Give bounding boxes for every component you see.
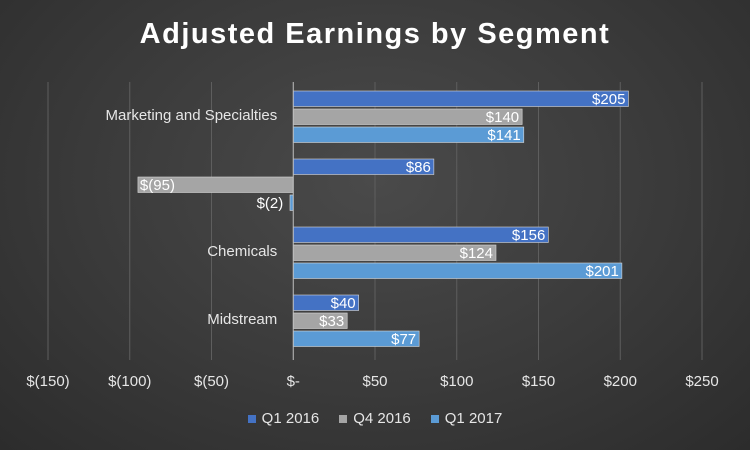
x-tick-label: $- xyxy=(287,373,300,390)
data-label: $205 xyxy=(592,91,625,108)
legend-label: Q4 2016 xyxy=(353,410,411,427)
data-label: $86 xyxy=(406,159,431,176)
data-label: $(95) xyxy=(140,177,175,194)
chart-legend: Q1 2016 Q4 2016 Q1 2017 xyxy=(0,410,750,427)
data-label: $40 xyxy=(331,295,356,312)
data-label: $141 xyxy=(487,127,520,144)
data-label: $(2) xyxy=(257,195,284,212)
x-tick-label: $(150) xyxy=(26,373,69,390)
x-tick-label: $50 xyxy=(362,373,387,390)
x-tick-label: $100 xyxy=(440,373,473,390)
data-label: $201 xyxy=(586,263,619,280)
legend-swatch xyxy=(430,414,439,423)
x-tick-label: $200 xyxy=(604,373,637,390)
data-label: $140 xyxy=(486,109,519,126)
data-label: $77 xyxy=(391,331,416,348)
bar xyxy=(292,226,549,243)
x-tick-label: $(50) xyxy=(194,373,229,390)
x-tick-label: $(100) xyxy=(108,373,151,390)
x-tick-label: $150 xyxy=(522,373,555,390)
bar xyxy=(292,90,629,107)
legend-item: Q1 2016 xyxy=(247,410,320,427)
bar xyxy=(292,262,623,279)
legend-label: Q1 2016 xyxy=(261,410,320,427)
legend-label: Q1 2017 xyxy=(444,410,503,427)
category-label: Chemicals xyxy=(207,243,277,260)
data-label: $156 xyxy=(512,227,545,244)
data-label: $124 xyxy=(460,245,493,262)
data-label: $33 xyxy=(319,313,344,330)
x-tick-label: $250 xyxy=(685,373,718,390)
category-label: Midstream xyxy=(207,311,277,328)
legend-item: Q1 2017 xyxy=(430,410,503,427)
category-label: Marketing and Specialties xyxy=(105,107,277,124)
legend-swatch xyxy=(247,414,256,423)
legend-item: Q4 2016 xyxy=(339,410,411,427)
chart-title: Adjusted Earnings by Segment xyxy=(139,18,611,50)
legend-swatch xyxy=(339,414,348,423)
